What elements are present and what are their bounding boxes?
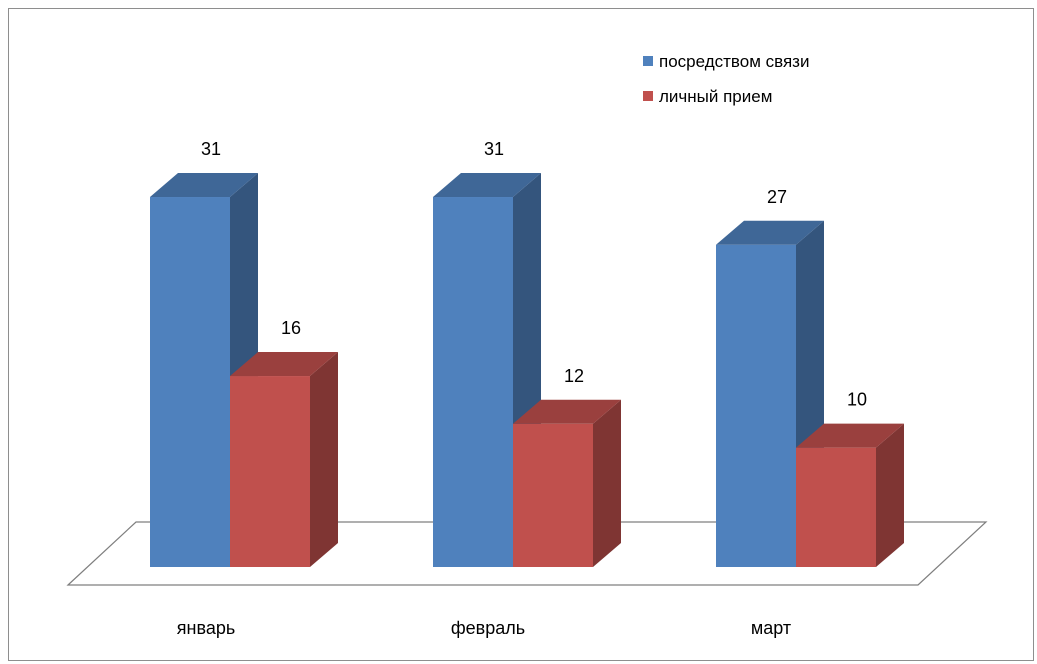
- data-label: 31: [201, 139, 221, 159]
- bar-top-face: [796, 423, 904, 448]
- data-label: 16: [281, 318, 301, 338]
- data-label: 27: [767, 187, 787, 207]
- bar-series2-0: [230, 352, 338, 567]
- legend-label: посредством связи: [659, 52, 809, 71]
- bar-front-face: [716, 244, 796, 567]
- x-tick-label: январь: [177, 618, 235, 638]
- legend-swatch: [643, 56, 653, 66]
- x-axis-labels: январь февраль март: [177, 618, 791, 638]
- data-labels-group: 31 16 31 12 27 10: [201, 139, 867, 410]
- x-tick-label: март: [751, 618, 791, 638]
- legend: посредством связи личный прием: [643, 52, 809, 106]
- bar-series2-1: [513, 399, 621, 567]
- bar-top-face: [230, 352, 338, 377]
- bar-side-face: [876, 423, 904, 567]
- bar-top-face: [716, 220, 824, 245]
- bar-series1-2: [716, 220, 824, 567]
- bars-group: [150, 173, 904, 567]
- bar-side-face: [310, 352, 338, 567]
- bar-top-face: [150, 173, 258, 198]
- bar-side-face: [593, 399, 621, 567]
- legend-swatch: [643, 91, 653, 101]
- bar-front-face: [796, 447, 876, 567]
- bar-front-face: [513, 423, 593, 567]
- bar-series1-1: [433, 173, 541, 567]
- bar-front-face: [433, 197, 513, 567]
- data-label: 10: [847, 390, 867, 410]
- x-tick-label: февраль: [451, 618, 525, 638]
- bar-top-face: [513, 399, 621, 424]
- bar-front-face: [150, 197, 230, 567]
- bar-front-face: [230, 376, 310, 567]
- bar-series2-2: [796, 423, 904, 567]
- bar-top-face: [433, 173, 541, 198]
- legend-label: личный прием: [659, 87, 772, 106]
- data-label: 12: [564, 366, 584, 386]
- data-label: 31: [484, 139, 504, 159]
